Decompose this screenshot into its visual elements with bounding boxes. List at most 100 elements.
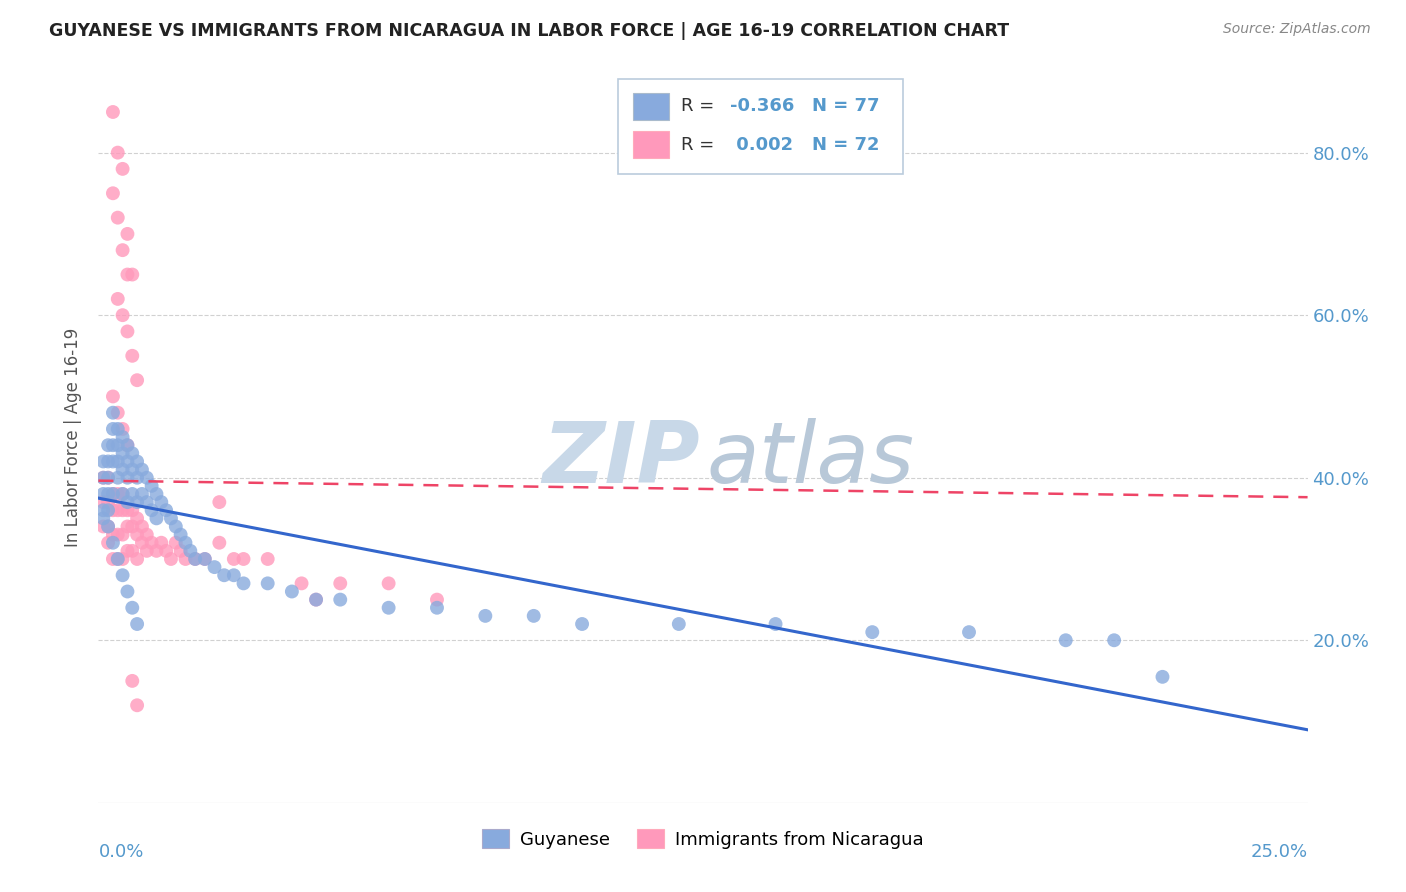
- Point: [117, 519, 139, 533]
- Point: [305, 592, 328, 607]
- Point: [127, 552, 149, 566]
- Point: [121, 446, 143, 460]
- Point: [194, 552, 217, 566]
- Point: [121, 600, 143, 615]
- Point: [107, 552, 129, 566]
- Point: [957, 625, 980, 640]
- Point: [305, 592, 328, 607]
- Point: [121, 544, 143, 558]
- Point: [111, 568, 134, 582]
- Point: [97, 519, 120, 533]
- Point: [97, 495, 120, 509]
- Point: [91, 454, 114, 468]
- Point: [135, 495, 157, 509]
- Text: 0.0%: 0.0%: [98, 843, 143, 861]
- Point: [107, 471, 129, 485]
- Point: [377, 576, 399, 591]
- Point: [165, 519, 187, 533]
- Point: [222, 568, 245, 582]
- Point: [668, 617, 690, 632]
- Point: [474, 608, 496, 623]
- Point: [121, 487, 143, 501]
- Point: [222, 552, 245, 566]
- Point: [101, 487, 124, 501]
- Point: [117, 227, 139, 241]
- Point: [111, 487, 134, 501]
- Point: [127, 373, 149, 387]
- Bar: [633, 130, 669, 159]
- Point: [111, 161, 134, 176]
- Point: [232, 576, 254, 591]
- Point: [204, 560, 226, 574]
- Point: [111, 308, 134, 322]
- Point: [184, 552, 207, 566]
- Point: [91, 519, 114, 533]
- Point: [256, 576, 278, 591]
- Point: [174, 535, 197, 549]
- Point: [117, 438, 139, 452]
- Point: [131, 535, 153, 549]
- Point: [155, 544, 177, 558]
- Point: [127, 698, 149, 713]
- Text: ZIP: ZIP: [541, 417, 699, 500]
- Point: [101, 422, 124, 436]
- Point: [426, 592, 449, 607]
- Point: [523, 608, 546, 623]
- Point: [145, 511, 167, 525]
- Point: [107, 503, 129, 517]
- Point: [111, 527, 134, 541]
- Point: [97, 535, 120, 549]
- Point: [174, 552, 197, 566]
- Point: [127, 527, 149, 541]
- Point: [117, 471, 139, 485]
- Point: [91, 495, 114, 509]
- Point: [329, 576, 352, 591]
- Point: [145, 544, 167, 558]
- Point: [135, 544, 157, 558]
- Point: [127, 495, 149, 509]
- Point: [1054, 633, 1077, 648]
- Text: R =: R =: [682, 97, 720, 115]
- Point: [179, 544, 201, 558]
- Point: [426, 600, 449, 615]
- Text: 0.002: 0.002: [730, 136, 793, 153]
- Point: [111, 430, 134, 444]
- Point: [97, 503, 120, 517]
- Point: [117, 454, 139, 468]
- Point: [141, 535, 163, 549]
- Point: [111, 243, 134, 257]
- Point: [117, 325, 139, 339]
- Point: [169, 527, 191, 541]
- Point: [150, 535, 173, 549]
- Point: [1102, 633, 1125, 648]
- Bar: [633, 93, 669, 120]
- Point: [131, 462, 153, 476]
- Point: [97, 519, 120, 533]
- Point: [111, 503, 134, 517]
- Point: [111, 422, 134, 436]
- Text: 25.0%: 25.0%: [1250, 843, 1308, 861]
- Point: [135, 527, 157, 541]
- Point: [101, 487, 124, 501]
- Point: [131, 487, 153, 501]
- Point: [121, 462, 143, 476]
- Point: [117, 495, 139, 509]
- Point: [377, 600, 399, 615]
- Point: [281, 584, 304, 599]
- Point: [160, 511, 183, 525]
- Point: [107, 145, 129, 160]
- Text: GUYANESE VS IMMIGRANTS FROM NICARAGUA IN LABOR FORCE | AGE 16-19 CORRELATION CHA: GUYANESE VS IMMIGRANTS FROM NICARAGUA IN…: [49, 22, 1010, 40]
- Point: [107, 552, 129, 566]
- Point: [184, 552, 207, 566]
- Point: [117, 438, 139, 452]
- Point: [107, 438, 129, 452]
- Point: [91, 487, 114, 501]
- Point: [165, 535, 187, 549]
- Point: [101, 535, 124, 549]
- Text: atlas: atlas: [707, 417, 915, 500]
- Point: [107, 292, 129, 306]
- Point: [131, 519, 153, 533]
- Point: [127, 471, 149, 485]
- Point: [91, 503, 114, 517]
- Point: [107, 211, 129, 225]
